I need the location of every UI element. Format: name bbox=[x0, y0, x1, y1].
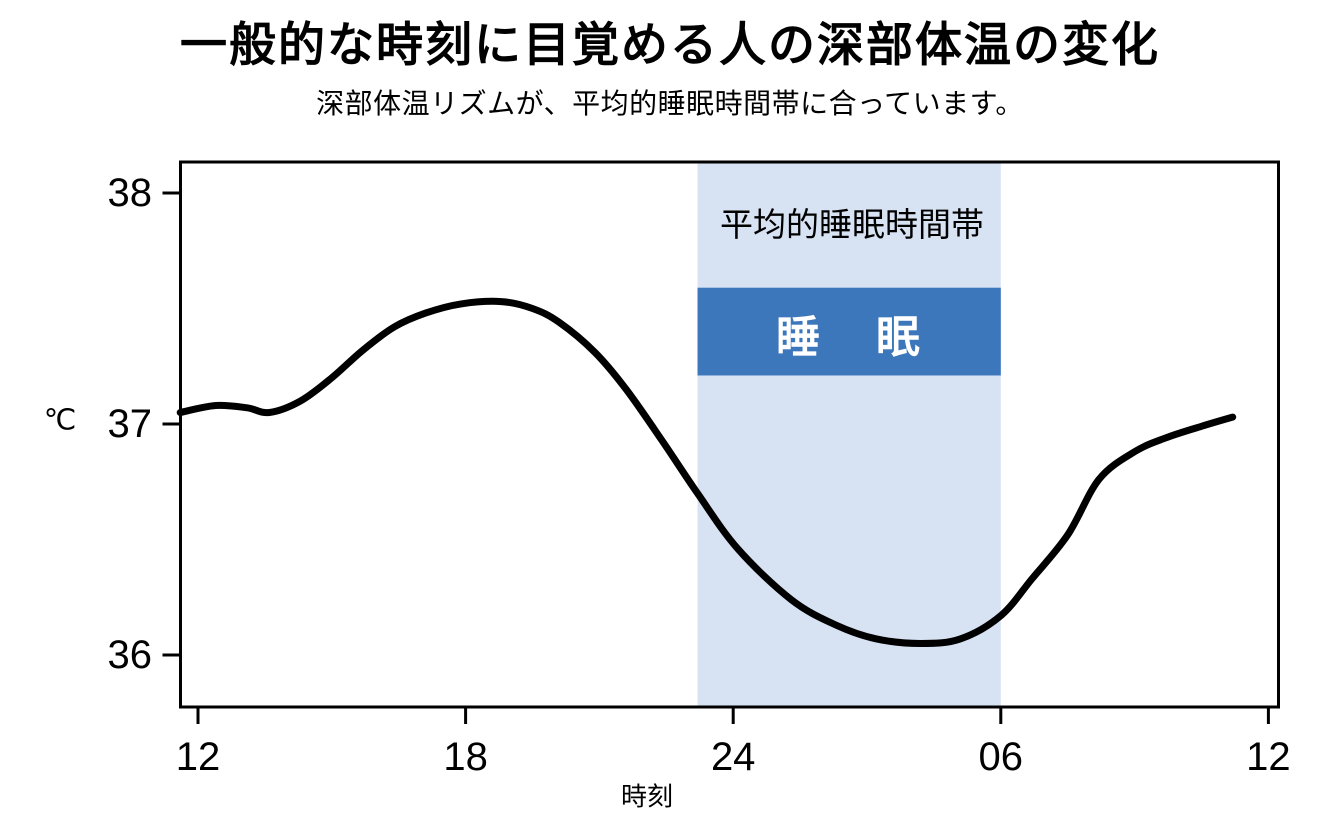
sleep-bar-label: 睡 眠 bbox=[776, 313, 926, 362]
y-tick-label: 37 bbox=[107, 402, 153, 446]
x-tick-label: 06 bbox=[978, 735, 1024, 779]
x-tick-label: 12 bbox=[1246, 735, 1291, 779]
temperature-curve bbox=[176, 297, 1237, 647]
y-tick-label: 36 bbox=[107, 633, 153, 677]
x-axis-title: 時刻 bbox=[620, 781, 674, 812]
y-axis-unit-label: ℃ bbox=[43, 404, 77, 437]
y-tick-label: 38 bbox=[107, 171, 153, 215]
chart-subtitle: 深部体温リズムが、平均的睡眠時間帯に合っています。 bbox=[316, 88, 1024, 119]
x-tick-label: 24 bbox=[710, 735, 756, 779]
x-tick-label: 18 bbox=[443, 735, 488, 779]
chart-title: 一般的な時刻に目覚める人の深部体温の変化 bbox=[180, 18, 1160, 71]
x-tick-label: 12 bbox=[175, 735, 221, 779]
sleep-band bbox=[697, 163, 1001, 706]
sleep-bar bbox=[697, 287, 1001, 376]
plot-border bbox=[179, 160, 1280, 709]
sleep-band-label: 平均的睡眠時間帯 bbox=[720, 206, 984, 243]
